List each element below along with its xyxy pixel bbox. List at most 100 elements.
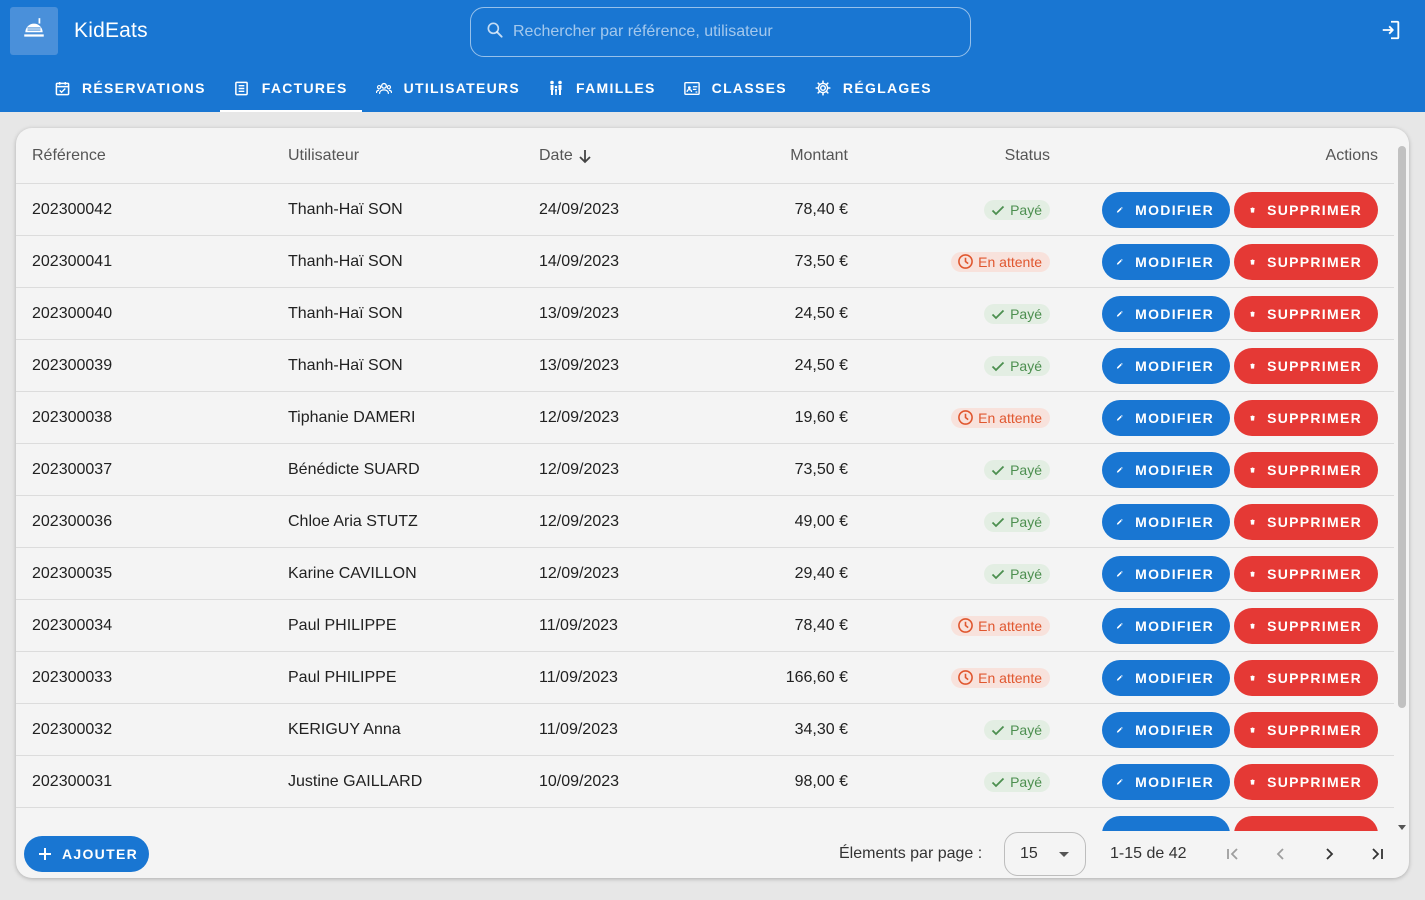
table-row[interactable]: 202300032 KERIGUY Anna 11/09/2023 34,30 € Pa…	[16, 704, 1394, 756]
edit-button[interactable]: MODIFIER	[1102, 295, 1230, 332]
main-tabs: RÉSERVATIONS FACTURES UTILISATEURS FAMIL…	[40, 64, 946, 112]
tab-reservations[interactable]: RÉSERVATIONS	[40, 64, 220, 112]
cell-actions: MODIFIER SUPPRIMER	[1102, 444, 1378, 495]
header-user[interactable]: Utilisateur	[288, 146, 360, 164]
cell-reference: 202300035	[32, 564, 113, 582]
table-footer: AJOUTER Élements par page : 15 1-15 de 4…	[16, 831, 1409, 878]
cell-status: Payé	[984, 548, 1050, 599]
table-row[interactable]: 202300042 Thanh-Haï SON 24/09/2023 78,40 € P…	[16, 184, 1394, 236]
table-scrollbar[interactable]	[1395, 142, 1409, 832]
edit-button[interactable]: MODIFIER	[1102, 607, 1230, 644]
edit-button-label: MODIFIER	[1135, 513, 1214, 530]
tab-utilisateurs[interactable]: UTILISATEURS	[362, 64, 534, 112]
cell-amount: 73,50 €	[794, 252, 848, 270]
delete-button[interactable]: SUPPRIMER	[1234, 555, 1378, 592]
header-amount[interactable]: Montant	[790, 146, 848, 164]
edit-button[interactable]: MODIFIER	[1102, 191, 1230, 228]
delete-button[interactable]: SUPPRIMER	[1234, 659, 1378, 696]
cell-date: 10/09/2023	[539, 772, 620, 790]
delete-button[interactable]: SUPPRIMER	[1234, 451, 1378, 488]
edit-button[interactable]	[1102, 816, 1230, 831]
tab-familles[interactable]: FAMILLES	[534, 64, 670, 112]
logout-button[interactable]	[1378, 19, 1404, 45]
cell-status: Payé	[984, 704, 1050, 755]
table-row[interactable]: 202300031 Justine GAILLARD 10/09/2023 98,00…	[16, 756, 1394, 808]
sort-descending-icon[interactable]	[577, 148, 593, 164]
users-icon	[375, 80, 392, 96]
cell-amount: 73,50 €	[794, 460, 848, 478]
per-page-select[interactable]: 15	[1004, 832, 1086, 876]
delete-button[interactable]: SUPPRIMER	[1234, 763, 1378, 800]
edit-button[interactable]: MODIFIER	[1102, 399, 1230, 436]
table-row[interactable]: 202300041 Thanh-Haï SON 14/09/2023 73,50 € E…	[16, 236, 1394, 288]
invoices-table[interactable]: Référence Utilisateur Date Montant Statu…	[16, 128, 1394, 831]
delete-button[interactable]: SUPPRIMER	[1234, 711, 1378, 748]
edit-button-label: MODIFIER	[1135, 409, 1214, 426]
cell-actions: MODIFIER SUPPRIMER	[1102, 548, 1378, 599]
edit-button[interactable]: MODIFIER	[1102, 243, 1230, 280]
cell-status: Payé	[984, 756, 1050, 807]
delete-button[interactable]: SUPPRIMER	[1234, 243, 1378, 280]
table-row-partial[interactable]	[16, 808, 1394, 831]
edit-button[interactable]: MODIFIER	[1102, 711, 1230, 748]
cell-user: Thanh-Haï SON	[288, 304, 403, 322]
delete-button[interactable]: SUPPRIMER	[1234, 295, 1378, 332]
cell-reference: 202300031	[32, 772, 113, 790]
next-page-button[interactable]	[1315, 840, 1343, 868]
delete-button-label: SUPPRIMER	[1267, 669, 1362, 686]
tab-factures[interactable]: FACTURES	[219, 64, 362, 112]
table-row[interactable]: 202300038 Tiphanie DAMERI 12/09/2023 19,60 …	[16, 392, 1394, 444]
receipt-icon	[234, 80, 250, 96]
cell-user: Thanh-Haï SON	[288, 200, 403, 218]
edit-button-label: MODIFIER	[1135, 669, 1214, 686]
cell-actions: MODIFIER SUPPRIMER	[1102, 704, 1378, 755]
edit-button[interactable]: MODIFIER	[1102, 503, 1230, 540]
trash-icon	[1250, 362, 1255, 369]
cell-amount: 49,00 €	[794, 512, 848, 530]
edit-button[interactable]: MODIFIER	[1102, 763, 1230, 800]
table-row[interactable]: 202300035 Karine CAVILLON 12/09/2023 29,40 …	[16, 548, 1394, 600]
table-row[interactable]: 202300040 Thanh-Haï SON 13/09/2023 24,50 € P…	[16, 288, 1394, 340]
table-row[interactable]: 202300036 Chloe Aria STUTZ 12/09/2023 49,00…	[16, 496, 1394, 548]
last-page-button[interactable]	[1363, 840, 1391, 868]
first-page-icon	[1227, 848, 1238, 860]
edit-button[interactable]: MODIFIER	[1102, 659, 1230, 696]
delete-button[interactable]: SUPPRIMER	[1234, 503, 1378, 540]
header-status[interactable]: Status	[1004, 146, 1050, 164]
edit-button[interactable]: MODIFIER	[1102, 451, 1230, 488]
check-icon	[991, 725, 1005, 735]
previous-page-button[interactable]	[1267, 840, 1295, 868]
table-row[interactable]: 202300033 Paul PHILIPPE 11/09/2023 166,60 €…	[16, 652, 1394, 704]
table-row[interactable]: 202300034 Paul PHILIPPE 11/09/2023 78,40 € E…	[16, 600, 1394, 652]
status-label: Payé	[1010, 565, 1042, 582]
cell-actions: MODIFIER SUPPRIMER	[1102, 756, 1378, 807]
delete-button[interactable]: SUPPRIMER	[1234, 347, 1378, 384]
header-reference[interactable]: Référence	[32, 146, 106, 164]
app-logo[interactable]	[10, 7, 58, 55]
search-input[interactable]	[513, 23, 953, 41]
edit-button-label: MODIFIER	[1135, 565, 1214, 582]
delete-button[interactable]	[1234, 816, 1378, 831]
delete-button[interactable]: SUPPRIMER	[1234, 191, 1378, 228]
delete-button[interactable]: SUPPRIMER	[1234, 607, 1378, 644]
add-button[interactable]: AJOUTER	[24, 836, 149, 872]
chevron-down-icon	[1059, 852, 1069, 857]
cell-user: Chloe Aria STUTZ	[288, 512, 418, 530]
search-box[interactable]	[470, 7, 971, 57]
tab-classes[interactable]: CLASSES	[670, 64, 801, 112]
tab-label: RÉSERVATIONS	[82, 80, 206, 96]
edit-button-label: MODIFIER	[1135, 773, 1214, 790]
table-row[interactable]: 202300037 Bénédicte SUARD 12/09/2023 73,50 …	[16, 444, 1394, 496]
first-page-button[interactable]	[1219, 840, 1247, 868]
scroll-down-arrow[interactable]	[1398, 825, 1406, 830]
tab-reglages[interactable]: RÉGLAGES	[801, 64, 946, 112]
edit-button[interactable]: MODIFIER	[1102, 555, 1230, 592]
scrollbar-thumb[interactable]	[1398, 146, 1406, 708]
header-date[interactable]: Date	[539, 128, 593, 183]
delete-button[interactable]: SUPPRIMER	[1234, 399, 1378, 436]
edit-button-label: MODIFIER	[1135, 357, 1214, 374]
edit-button[interactable]: MODIFIER	[1102, 347, 1230, 384]
cell-date: 11/09/2023	[539, 668, 618, 686]
table-row[interactable]: 202300039 Thanh-Haï SON 13/09/2023 24,50 € P…	[16, 340, 1394, 392]
pencil-icon	[1116, 258, 1123, 265]
